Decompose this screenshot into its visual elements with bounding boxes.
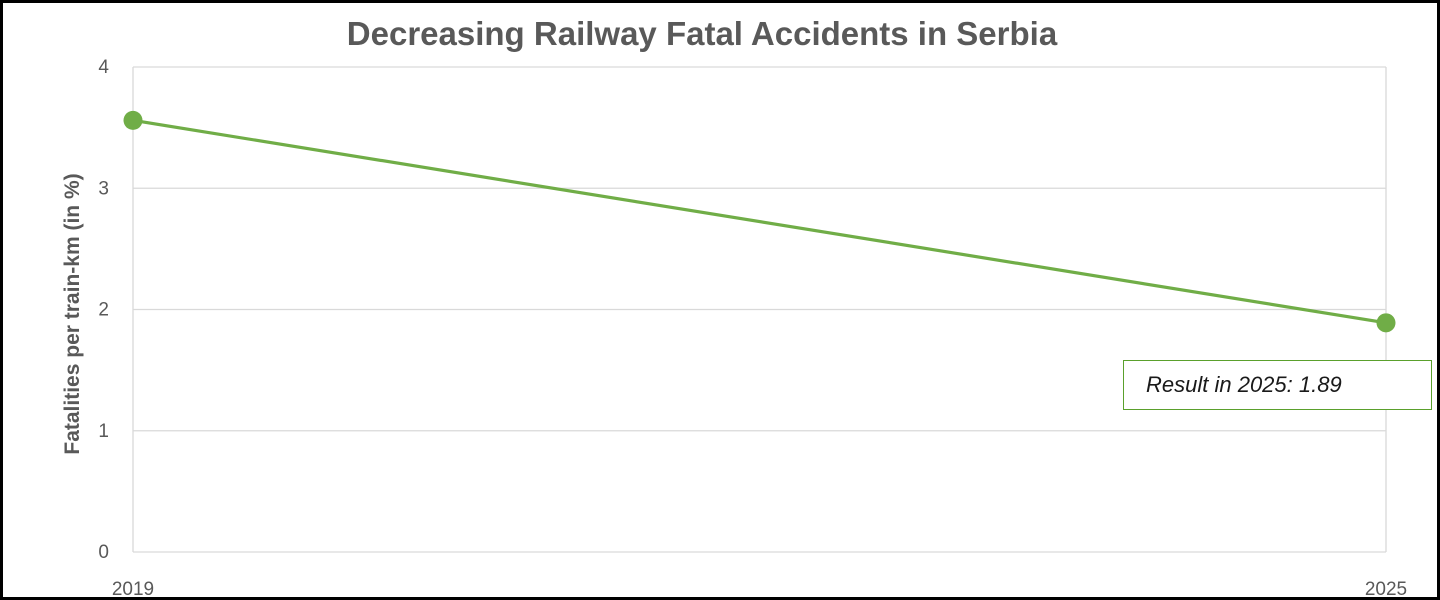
data-point [123,110,143,130]
series [123,110,1396,333]
plot-area: 0 1 2 3 4 2019 2025 [98,57,1407,597]
y-ticks: 0 1 2 3 4 [98,57,109,563]
chart-title: Decreasing Railway Fatal Accidents in Se… [346,15,1058,52]
y-tick-label: 4 [98,57,109,78]
data-point [1376,313,1396,333]
x-ticks: 2019 2025 [112,579,1407,597]
y-tick-label: 2 [98,300,109,321]
annotation-box: Result in 2025: 1.89 [1123,360,1432,410]
y-tick-label: 3 [98,178,109,199]
y-tick-label: 0 [98,542,109,563]
y-tick-label: 1 [98,421,109,442]
x-tick-label: 2019 [112,579,154,597]
series-line [132,118,1387,325]
annotation-text: Result in 2025: 1.89 [1146,372,1342,397]
x-tick-label: 2025 [1365,579,1407,597]
gridlines [132,66,1387,553]
